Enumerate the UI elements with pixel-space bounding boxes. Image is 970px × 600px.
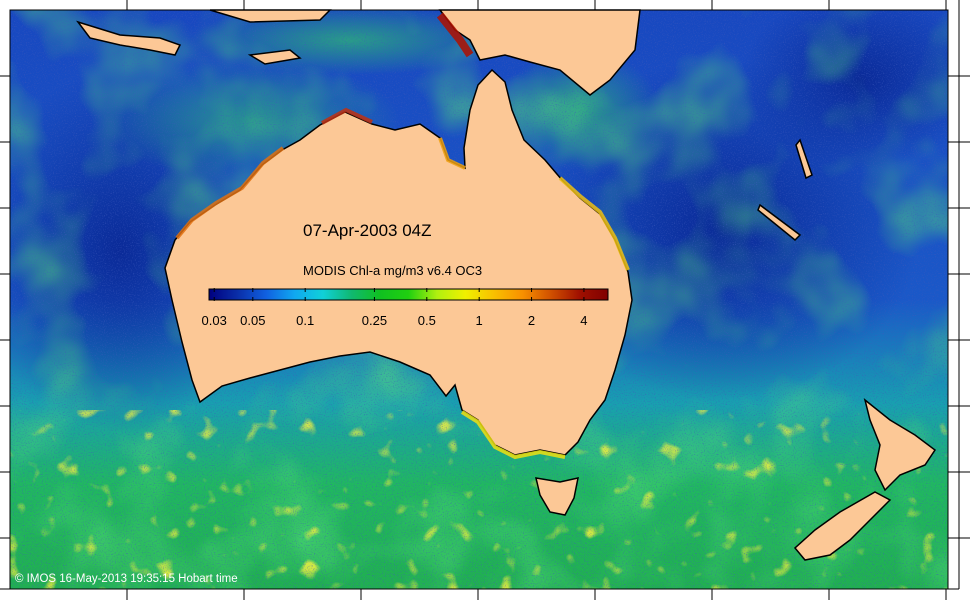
copyright-text: © IMOS 16-May-2013 19:35:15 Hobart time	[15, 573, 238, 585]
nz-north-island	[863, 398, 937, 492]
colorbar-tick-label: 2	[527, 313, 536, 328]
timor	[247, 49, 302, 65]
colorbar-tick-label: 0.5	[417, 313, 436, 328]
colorbar-tick-label: 0.05	[240, 313, 266, 328]
tasmania	[535, 477, 579, 516]
colorbar	[208, 288, 609, 301]
colorbar-tick-label: 4	[580, 313, 588, 328]
colorbar-tick-label: 0.25	[361, 313, 388, 328]
colorbar-tick-label: 0.1	[296, 313, 315, 328]
colorbar-tick-label: 1	[475, 313, 483, 328]
nz-south-island	[793, 491, 892, 561]
map-title: 07-Apr-2003 04Z	[303, 221, 432, 240]
new-guinea	[438, 9, 641, 96]
colorbar-label: MODIS Chl-a mg/m3 v6.4 OC3	[303, 263, 483, 278]
colorbar-tick-label: 0.03	[201, 313, 227, 328]
australia	[164, 68, 633, 456]
colorbar-ramp	[208, 288, 609, 301]
new-caledonia	[757, 203, 802, 242]
coastal-bloom	[175, 12, 630, 460]
vanuatu	[795, 138, 813, 180]
java	[76, 20, 182, 56]
land-masses	[76, 9, 937, 561]
